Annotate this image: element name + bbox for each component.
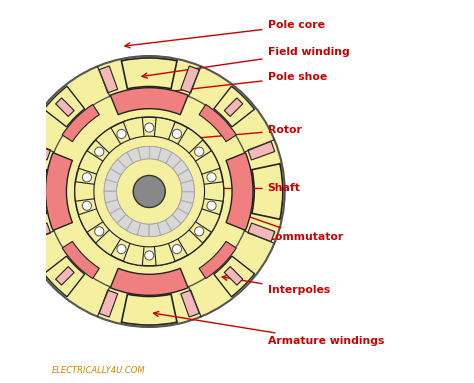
Wedge shape [104,146,194,237]
Wedge shape [181,180,194,192]
Text: Pole shoe: Pole shoe [150,72,327,96]
FancyBboxPatch shape [24,141,51,160]
Wedge shape [79,151,104,175]
Wedge shape [181,192,194,203]
Wedge shape [104,180,118,191]
Wedge shape [203,182,224,201]
Wedge shape [62,105,100,142]
Wedge shape [46,152,73,231]
Wedge shape [155,118,175,141]
Wedge shape [177,128,203,154]
Wedge shape [106,200,120,213]
Circle shape [173,129,182,139]
Wedge shape [173,160,188,175]
Circle shape [207,173,216,182]
Wedge shape [199,241,236,278]
Circle shape [82,201,91,210]
Wedge shape [173,208,188,223]
Text: Armature windings: Armature windings [154,311,384,346]
Wedge shape [252,164,283,219]
Circle shape [145,123,154,132]
Wedge shape [96,229,121,255]
FancyBboxPatch shape [248,141,275,160]
Wedge shape [178,200,192,214]
Wedge shape [165,215,181,231]
Text: Commutator: Commutator [234,211,344,242]
Wedge shape [44,86,85,127]
Circle shape [95,227,104,236]
Text: Field winding: Field winding [142,47,349,78]
Wedge shape [194,208,220,232]
Text: Shaft: Shaft [200,183,301,193]
Wedge shape [79,208,104,232]
Text: Pole core: Pole core [125,21,325,48]
Wedge shape [123,118,144,141]
Wedge shape [104,192,118,203]
Circle shape [75,117,224,266]
Text: Interpoles: Interpoles [222,275,330,295]
Circle shape [117,244,126,254]
Circle shape [94,136,205,247]
Wedge shape [123,242,144,265]
Wedge shape [110,208,126,223]
Wedge shape [214,86,255,127]
Wedge shape [149,223,160,237]
Wedge shape [138,146,149,160]
FancyBboxPatch shape [99,290,118,317]
Wedge shape [214,256,255,297]
Circle shape [95,147,104,156]
FancyBboxPatch shape [224,267,243,285]
Wedge shape [62,241,100,278]
Wedge shape [166,153,181,168]
Circle shape [117,129,126,139]
FancyBboxPatch shape [181,66,199,93]
Wedge shape [137,223,149,237]
Wedge shape [44,256,85,297]
Text: ELECTRICALLY4U.COM: ELECTRICALLY4U.COM [52,366,146,375]
Wedge shape [194,151,220,175]
Circle shape [82,173,91,182]
Wedge shape [127,220,140,235]
FancyBboxPatch shape [55,267,74,285]
FancyBboxPatch shape [224,98,243,116]
Wedge shape [106,169,121,183]
Circle shape [133,175,165,208]
Circle shape [207,201,216,210]
Circle shape [46,88,252,295]
Wedge shape [158,148,172,163]
Wedge shape [75,182,95,201]
Wedge shape [155,242,175,265]
Circle shape [145,251,154,260]
Wedge shape [110,268,188,295]
FancyBboxPatch shape [55,98,74,116]
Wedge shape [177,229,203,255]
Wedge shape [110,160,126,175]
FancyBboxPatch shape [181,290,199,317]
Wedge shape [150,146,161,160]
Wedge shape [178,170,193,183]
Wedge shape [127,148,141,163]
Wedge shape [199,105,236,142]
FancyBboxPatch shape [99,66,118,93]
Wedge shape [16,164,46,219]
Wedge shape [226,152,253,231]
Circle shape [195,147,204,156]
Wedge shape [96,128,121,154]
Wedge shape [158,220,171,235]
FancyBboxPatch shape [24,223,51,242]
FancyBboxPatch shape [248,223,275,242]
Circle shape [173,244,182,254]
Circle shape [195,227,204,236]
Text: Rotor: Rotor [178,126,301,142]
Wedge shape [110,88,188,115]
Wedge shape [118,215,132,230]
Wedge shape [118,152,133,168]
Wedge shape [121,58,177,89]
Wedge shape [121,294,177,325]
Circle shape [14,56,285,327]
